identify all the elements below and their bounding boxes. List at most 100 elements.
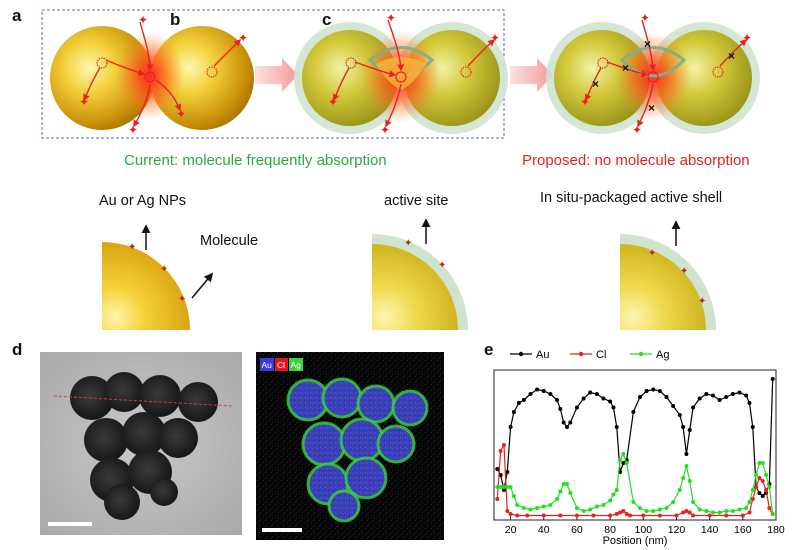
data-point-cl <box>624 512 629 516</box>
data-point-cl <box>760 479 765 483</box>
data-point-ag <box>501 485 506 489</box>
data-point-ag <box>750 488 755 492</box>
data-point-ag <box>621 452 626 456</box>
data-point-ag <box>737 507 742 512</box>
data-point-cl <box>498 449 503 453</box>
caption-proposed: Proposed: no molecule absorption <box>522 152 750 169</box>
svg-text:✦: ✦ <box>438 260 446 271</box>
data-point-au <box>614 425 619 429</box>
series-line-au <box>496 378 774 497</box>
eds-legend-ag: Ag <box>291 360 302 370</box>
data-point-au <box>664 395 669 399</box>
data-point-au <box>601 396 606 401</box>
data-point-au <box>516 401 521 405</box>
data-point-cl <box>495 497 500 501</box>
data-point-ag <box>770 512 775 516</box>
nanoparticle-schematic: ✦ ✦ ✦ ✦ ✦ ✦ ✦ ✦ ✦ <box>41 9 760 139</box>
data-point-au <box>581 396 586 401</box>
eds-legend-au: Au <box>262 360 273 370</box>
svg-text:×: × <box>622 61 629 75</box>
panel-letter-a: a <box>12 6 22 25</box>
bare-np-quarter <box>102 242 190 330</box>
svg-text:✦: ✦ <box>328 95 338 109</box>
data-point-au <box>611 405 616 410</box>
data-point-cl <box>687 510 692 515</box>
series-au <box>495 377 775 498</box>
shelled-dimer-current: ✦ ✦ ✦ ✦ <box>294 11 508 137</box>
data-point-au <box>521 398 526 402</box>
eds-scale-bar <box>262 528 302 532</box>
caption-current: Current: molecule frequently absorption <box>124 152 387 169</box>
data-point-au <box>555 398 560 402</box>
svg-text:✦: ✦ <box>128 123 138 137</box>
data-point-cl <box>501 443 506 447</box>
data-point-au <box>574 405 579 410</box>
data-point-cl <box>657 513 662 518</box>
data-point-ag <box>631 500 636 504</box>
series-line-cl <box>496 442 774 517</box>
data-point-ag <box>528 507 533 512</box>
data-point-ag <box>677 488 682 492</box>
svg-text:✦: ✦ <box>238 31 248 45</box>
data-point-ag <box>624 461 629 465</box>
data-point-au <box>691 405 696 410</box>
x-tick-label: 140 <box>701 524 719 536</box>
data-point-au <box>757 491 762 495</box>
data-point-au <box>730 392 735 396</box>
data-point-au <box>535 387 540 392</box>
svg-text:✦: ✦ <box>648 248 656 259</box>
legend-marker-au <box>518 351 524 357</box>
data-point-au <box>750 425 755 429</box>
data-point-cl <box>515 513 520 518</box>
data-point-ag <box>574 506 579 510</box>
data-point-ag <box>588 507 593 512</box>
data-point-ag <box>511 494 516 498</box>
data-point-cl <box>621 509 626 513</box>
data-point-au <box>687 428 692 432</box>
x-axis-label: Position (nm) <box>603 535 668 547</box>
data-point-ag <box>608 498 613 503</box>
data-point-ag <box>495 485 500 489</box>
data-point-ag <box>730 509 735 513</box>
panel-letter-b: b <box>170 10 181 29</box>
data-point-cl <box>691 513 696 518</box>
data-point-au <box>568 420 573 425</box>
data-point-cl <box>750 497 755 501</box>
x-tick-label: 100 <box>635 524 653 536</box>
legend-marker-ag <box>638 351 644 357</box>
data-point-au <box>717 398 722 402</box>
data-point-cl <box>574 513 579 518</box>
data-point-ag <box>535 506 540 510</box>
data-point-ag <box>704 509 709 513</box>
label-molecule: Molecule <box>200 233 259 249</box>
x-tick-label: 60 <box>571 524 583 536</box>
data-point-ag <box>498 485 503 489</box>
svg-text:×: × <box>644 37 651 51</box>
data-point-ag <box>561 482 566 486</box>
data-point-ag <box>681 476 686 480</box>
legend-label-ag: Ag <box>656 349 669 361</box>
svg-text:✦: ✦ <box>79 95 89 109</box>
data-point-ag <box>555 497 560 501</box>
svg-text:✦: ✦ <box>128 242 136 253</box>
data-point-ag <box>664 506 669 510</box>
data-point-ag <box>515 503 520 507</box>
data-point-cl <box>558 513 563 518</box>
data-point-au <box>704 392 709 396</box>
data-point-au <box>558 407 563 411</box>
series-line-ag <box>497 452 774 515</box>
label-shell: In situ-packaged active shell <box>540 190 723 206</box>
svg-text:✦: ✦ <box>680 266 688 277</box>
data-point-ag <box>558 489 563 494</box>
data-point-ag <box>521 506 526 510</box>
surface-schematics: ✦ ✦ ✦ ✦ ✦ ✦ ✦ ✦ <box>102 218 716 330</box>
svg-text:✦: ✦ <box>404 238 412 249</box>
svg-text:✦: ✦ <box>490 31 500 45</box>
tem-image <box>40 352 242 535</box>
shelled-dimer-proposed: × × × × × ✦ ✦ ✦ ✦ <box>546 11 760 137</box>
label-active-site: active site <box>384 193 449 209</box>
data-point-cl <box>505 509 510 513</box>
svg-text:✦: ✦ <box>178 294 186 305</box>
tem-scale-bar <box>48 522 92 526</box>
svg-text:×: × <box>648 101 655 115</box>
